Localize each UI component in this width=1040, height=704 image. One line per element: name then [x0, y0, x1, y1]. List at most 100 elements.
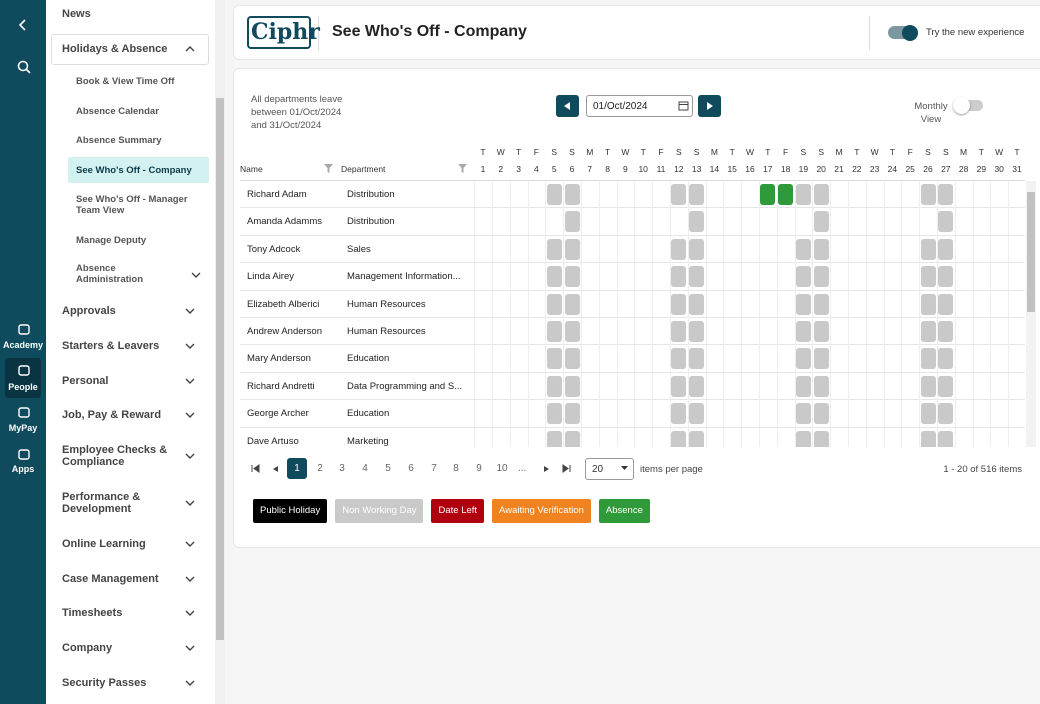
chevron[interactable]: [191, 271, 201, 279]
column-rule: [705, 318, 707, 346]
submenu-item[interactable]: Absence Summary: [76, 134, 162, 146]
rail-icon[interactable]: [18, 406, 30, 418]
rail-icon[interactable]: [18, 364, 30, 376]
legend-button[interactable]: Non Working Day: [335, 499, 424, 523]
legend-button[interactable]: Absence: [598, 499, 650, 523]
chevron[interactable]: [185, 45, 195, 53]
column-rule: [474, 372, 476, 401]
page-number[interactable]: 7: [431, 463, 437, 474]
chevron[interactable]: [185, 644, 195, 652]
page-number[interactable]: 10: [496, 463, 508, 474]
page-number[interactable]: 2: [317, 463, 323, 474]
rail-label[interactable]: Apps: [11, 464, 35, 474]
submenu-item[interactable]: Absence Calendar: [76, 105, 159, 117]
toggle-label[interactable]: Try the new experience: [926, 27, 1025, 38]
page-number[interactable]: 8: [453, 463, 459, 474]
chevron[interactable]: [185, 575, 195, 583]
menu-item[interactable]: Company: [62, 642, 113, 654]
filter-icon[interactable]: [324, 164, 333, 173]
chevron[interactable]: [185, 452, 195, 460]
menu-item[interactable]: Job, Pay & Reward: [62, 409, 162, 421]
page-number[interactable]: 3: [339, 463, 345, 474]
column-rule: [687, 318, 689, 346]
menu-item[interactable]: Case Management: [62, 573, 159, 585]
column-rule: [652, 372, 654, 401]
day-label: 30: [994, 164, 1004, 174]
page-number[interactable]: 5: [385, 463, 391, 474]
column-rule: [598, 290, 600, 318]
filter-icon[interactable]: [458, 164, 467, 173]
grid-scroll-thumb[interactable]: [1027, 192, 1035, 312]
menu-item[interactable]: News: [62, 8, 91, 20]
column-rule: [545, 400, 547, 428]
next-page[interactable]: [543, 465, 550, 473]
page-number[interactable]: 9: [476, 463, 482, 474]
submenu-item[interactable]: See Who's Off - Company: [76, 164, 192, 176]
rail-label[interactable]: Academy: [2, 340, 44, 350]
column-rule: [812, 235, 814, 264]
prev-arrow[interactable]: [563, 101, 571, 111]
search-icon[interactable]: [17, 60, 31, 74]
page-number[interactable]: 6: [408, 463, 414, 474]
rail: [0, 0, 46, 704]
rail-label[interactable]: People: [8, 382, 38, 392]
chevron[interactable]: [185, 411, 195, 419]
submenu-item[interactable]: Absence Administration: [76, 263, 144, 285]
menu-item[interactable]: Approvals: [62, 305, 116, 317]
prev-page[interactable]: [272, 465, 279, 473]
rail-icon[interactable]: [18, 323, 30, 335]
chevron[interactable]: [185, 342, 195, 350]
menu-item[interactable]: Employee Checks & Compliance: [62, 444, 168, 468]
menu-item[interactable]: Performance & Development: [62, 491, 141, 515]
page-number[interactable]: 1: [287, 458, 307, 479]
legend: Public Holiday Non Working Day Date Left Aw…: [253, 499, 650, 523]
menu-item[interactable]: Online Learning: [62, 538, 146, 550]
day-cell: [689, 266, 705, 288]
rail-label[interactable]: MyPay: [8, 423, 38, 433]
page-number[interactable]: 4: [362, 463, 368, 474]
toggle-knob[interactable]: [902, 25, 918, 41]
chevron[interactable]: [185, 540, 195, 548]
column-rule: [652, 427, 654, 447]
column-rule: [794, 427, 796, 447]
menu-item[interactable]: Starters & Leavers: [62, 340, 160, 352]
menu-item[interactable]: Timesheets: [62, 607, 123, 619]
column-rule: [901, 427, 903, 447]
column-rule: [758, 263, 760, 291]
back-icon[interactable]: [17, 18, 29, 32]
chevron[interactable]: [185, 307, 195, 315]
sidebar-scroll-thumb[interactable]: [216, 98, 224, 640]
legend-button[interactable]: Public Holiday: [253, 499, 328, 523]
menu-item[interactable]: Holidays & Absence: [62, 43, 168, 55]
legend-button[interactable]: Awaiting Verification: [492, 499, 591, 523]
employee-name: Andrew Anderson: [247, 326, 322, 337]
menu-item[interactable]: Security Passes: [62, 677, 147, 689]
date-input[interactable]: 01/Oct/2024: [586, 95, 693, 117]
column-rule: [758, 181, 760, 209]
day-cell: [564, 430, 580, 447]
day-cell: [920, 266, 936, 288]
column-rule: [491, 263, 493, 291]
chevron[interactable]: [185, 377, 195, 385]
submenu-item[interactable]: Book & View Time Off: [76, 75, 175, 87]
menu-item[interactable]: Personal: [62, 375, 109, 387]
legend-button[interactable]: Date Left: [431, 499, 485, 523]
first-page[interactable]: [251, 464, 260, 473]
chevron[interactable]: [185, 499, 195, 507]
select-arrow[interactable]: [621, 466, 628, 471]
submenu-item[interactable]: Manage Deputy: [76, 234, 147, 246]
calendar-icon[interactable]: [678, 100, 689, 111]
column-rule: [919, 290, 921, 318]
last-page[interactable]: [562, 464, 571, 473]
submenu-item[interactable]: See Who's Off - Manager Team View: [76, 194, 188, 216]
next-arrow[interactable]: [706, 101, 714, 111]
view-toggle-label[interactable]: Monthly View: [914, 101, 948, 125]
chevron[interactable]: [185, 679, 195, 687]
column-rule: [509, 427, 511, 447]
rail-selected: [5, 358, 41, 398]
rail-icon[interactable]: [18, 448, 30, 460]
department: Human Resources: [347, 326, 426, 337]
chevron[interactable]: [185, 609, 195, 617]
page-size-select[interactable]: 20: [585, 458, 634, 480]
view-toggle-knob[interactable]: [953, 97, 970, 114]
